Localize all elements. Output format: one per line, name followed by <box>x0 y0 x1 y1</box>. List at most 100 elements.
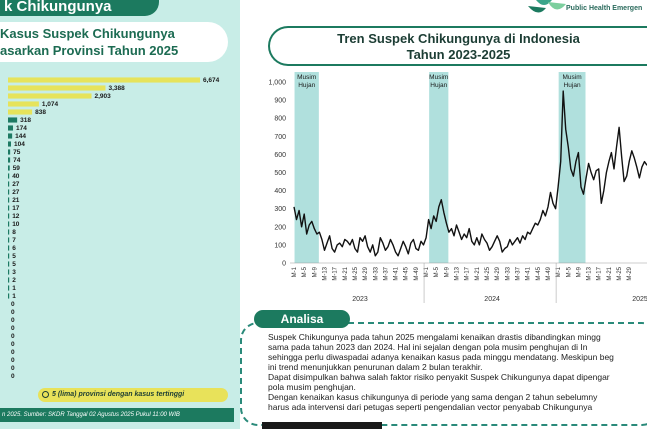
province-bar <box>8 85 106 91</box>
trend-chart-title: Tren Suspek Chikungunya di Indonesia Tah… <box>268 26 647 66</box>
province-value-label: 104 <box>14 141 25 148</box>
trend-line-chart: MusimHujanMusimHujanMusimHujan0100200300… <box>268 72 647 303</box>
callout-marker <box>42 391 49 398</box>
analisa-item: Dengan kenaikan kasus chikungunya di per… <box>268 392 647 412</box>
province-value-label: 0 <box>11 333 15 340</box>
analisa-line: Dengan kenaikan kasus chikungunya di per… <box>268 392 598 402</box>
province-chart-title-line2: asarkan Provinsi Tahun 2025 <box>0 43 179 58</box>
week-tick-label: M-21 <box>607 266 613 280</box>
province-value-label: 12 <box>12 213 20 220</box>
province-chart-title: Kasus Suspek Chikungunya asarkan Provins… <box>0 22 228 62</box>
y-tick-label: 700 <box>274 134 286 141</box>
province-bar-chart: 6,6743,3882,9031,07483831817414410475745… <box>8 77 220 380</box>
banner-title: k Chikungunya <box>0 0 159 16</box>
province-bar <box>8 77 200 83</box>
trend-chart-title-line1: Tren Suspek Chikungunya di Indonesia <box>337 31 580 46</box>
province-value-label: 40 <box>12 173 20 180</box>
province-value-label: 1,074 <box>42 101 59 108</box>
analisa-line: ini trend menunjukkan penurunan dalam 2 … <box>268 362 483 372</box>
y-tick-label: 200 <box>274 224 286 231</box>
week-tick-label: M-33 <box>505 266 511 280</box>
province-value-label: 5 <box>12 253 16 260</box>
week-tick-label: M-17 <box>465 266 471 280</box>
week-tick-label: M-21 <box>475 266 481 280</box>
trend-chart-title-line2: Tahun 2023-2025 <box>406 47 511 62</box>
week-tick-label: M-49 <box>414 266 420 280</box>
province-bar <box>8 229 10 235</box>
province-bar <box>8 149 11 155</box>
week-tick-label: M-49 <box>546 266 552 280</box>
province-bar <box>8 165 10 171</box>
province-bar <box>8 197 10 203</box>
source-note: n 2025. Sumber: SKDR Tanggal 02 Agustus … <box>0 408 234 422</box>
province-value-label: 27 <box>12 189 20 196</box>
province-value-label: 0 <box>11 309 15 316</box>
province-bar <box>8 125 14 131</box>
week-tick-label: M-1 <box>292 266 298 277</box>
analisa-line: sama pada tahun 2023 dan 2024. Hal ini s… <box>268 342 588 352</box>
week-tick-label: M-13 <box>455 266 461 280</box>
province-chart-title-line1: Kasus Suspek Chikungunya <box>0 26 175 41</box>
year-label: 2023 <box>352 296 368 303</box>
logo-text: Public Health Emergen <box>566 5 643 12</box>
province-bar <box>8 141 11 147</box>
province-value-label: 318 <box>20 117 31 124</box>
y-tick-label: 900 <box>274 98 286 105</box>
province-value-label: 0 <box>11 325 15 332</box>
province-bar <box>8 285 10 291</box>
season-label: Hujan <box>430 82 447 89</box>
year-label: 2025 <box>632 296 647 303</box>
province-value-label: 1 <box>12 293 16 300</box>
province-value-label: 2 <box>12 277 16 284</box>
week-tick-label: M-13 <box>322 266 328 280</box>
province-value-label: 0 <box>11 349 15 356</box>
week-tick-label: M-5 <box>302 266 308 277</box>
week-tick-label: M-5 <box>566 266 572 277</box>
week-tick-label: M-37 <box>383 266 389 280</box>
province-bar <box>8 109 33 115</box>
rain-season-band <box>429 72 449 263</box>
year-label: 2024 <box>484 296 500 303</box>
y-tick-label: 500 <box>274 170 286 177</box>
week-tick-label: M-25 <box>617 266 623 280</box>
bottom-strip <box>262 422 382 429</box>
week-tick-label: M-25 <box>485 266 491 280</box>
province-value-label: 174 <box>16 125 27 132</box>
province-value-label: 1 <box>12 285 16 292</box>
week-tick-label: M-9 <box>444 266 450 277</box>
province-bar <box>8 117 18 123</box>
week-tick-label: M-41 <box>394 266 400 280</box>
y-tick-label: 100 <box>274 242 286 249</box>
province-bar <box>8 101 39 107</box>
province-value-label: 8 <box>12 229 16 236</box>
province-bar <box>8 205 10 211</box>
analisa-item: Dapat disimpulkan bahwa salah faktor ris… <box>268 372 647 392</box>
province-value-label: 75 <box>13 149 21 156</box>
province-value-label: 3,388 <box>108 85 125 92</box>
province-value-label: 0 <box>11 373 15 380</box>
province-value-label: 6,674 <box>203 77 220 84</box>
province-value-label: 5 <box>12 261 16 268</box>
province-value-label: 27 <box>12 181 20 188</box>
week-tick-label: M-1 <box>424 266 430 277</box>
province-bar <box>8 277 10 283</box>
province-value-label: 17 <box>12 205 20 212</box>
province-bar <box>8 253 10 259</box>
analisa-item: Suspek Chikungunya pada tahun 2025 menga… <box>268 332 647 372</box>
week-tick-label: M-9 <box>312 266 318 277</box>
province-value-label: 144 <box>15 133 26 140</box>
province-bar <box>8 181 10 187</box>
y-tick-label: 400 <box>274 188 286 195</box>
left-panel <box>0 0 240 429</box>
week-tick-label: M-33 <box>373 266 379 280</box>
province-bar <box>8 221 10 227</box>
analisa-list: Suspek Chikungunya pada tahun 2025 menga… <box>256 332 647 412</box>
y-tick-label: 300 <box>274 206 286 213</box>
province-bar <box>8 269 10 275</box>
logo-icon <box>528 0 566 13</box>
week-tick-label: M-9 <box>576 266 582 277</box>
week-tick-label: M-29 <box>627 266 633 280</box>
province-value-label: 2,903 <box>95 93 112 100</box>
week-tick-label: M-41 <box>526 266 532 280</box>
season-label: Hujan <box>564 82 581 89</box>
